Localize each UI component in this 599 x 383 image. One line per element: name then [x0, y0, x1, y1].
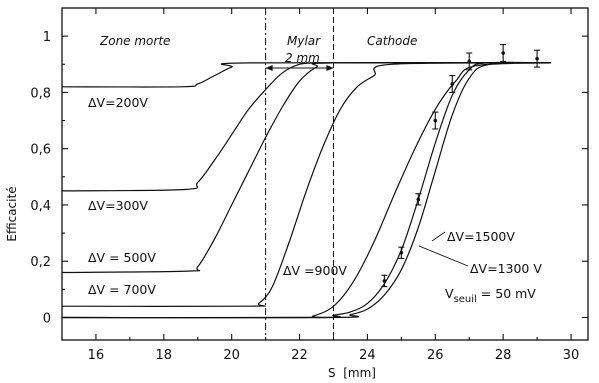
- series-label-4: ΔV =900V: [283, 263, 347, 278]
- data-point: [535, 56, 539, 61]
- y-axis-title: Efficacité: [5, 186, 19, 241]
- x-tick-label: 24: [359, 348, 376, 363]
- x-tick-label: 26: [427, 348, 444, 363]
- chart-labels: Zone morte Mylar 2 mm Cathode ΔV=200V ΔV=300V…: [88, 34, 542, 305]
- data-point: [450, 82, 455, 86]
- region-label-zone-morte: Zone morte: [99, 34, 170, 48]
- series-label-1: ΔV=300V: [88, 198, 148, 213]
- y-tick-label: 0: [43, 311, 51, 326]
- series-label-5: ΔV=1500V: [447, 229, 515, 244]
- x-tick-label: 20: [223, 348, 240, 363]
- region-label-width: 2 mm: [285, 51, 320, 65]
- measured-points: [381, 44, 541, 288]
- curve-series-2: [61, 61, 551, 274]
- series-label-0: ΔV=200V: [88, 95, 148, 110]
- x-tick-label: 30: [563, 348, 580, 363]
- x-tick-label: 18: [156, 348, 173, 363]
- data-point: [467, 59, 472, 64]
- leader-1500v: [431, 231, 446, 242]
- y-tick-label: 1: [43, 30, 51, 45]
- series-label-2: ΔV = 500V: [88, 250, 156, 265]
- series-label-6: ΔV=1300 V: [470, 261, 542, 276]
- region-label-cathode: Cathode: [367, 34, 417, 48]
- plot-frame: [61, 7, 589, 341]
- curve-series-6: [61, 62, 551, 319]
- curve-series-1: [61, 62, 551, 192]
- y-tick-label: 0,8: [30, 86, 51, 101]
- plot-border: [61, 7, 589, 341]
- arrowhead-left: [265, 65, 273, 71]
- region-label-mylar: Mylar: [287, 34, 321, 48]
- data-point: [433, 118, 438, 123]
- x-tick-label: 28: [495, 348, 512, 363]
- data-point: [382, 279, 387, 283]
- data-point: [416, 197, 421, 202]
- arrowhead-right: [326, 65, 334, 71]
- y-tick-label: 0,2: [30, 255, 51, 270]
- leader-1300v: [418, 245, 469, 267]
- y-tick-label: 0,6: [30, 143, 51, 158]
- data-point: [501, 51, 505, 55]
- series-label-3: ΔV = 700V: [88, 282, 156, 297]
- x-tick-label: 22: [291, 348, 308, 363]
- axis-ticks: 16 18 20 22 24 26 28 30 0 0,2 0,4 0,6 0,8 1: [30, 8, 588, 363]
- efficiency-curves: [61, 61, 551, 319]
- threshold-annotation: Vseuil = 50 mV: [445, 286, 536, 305]
- data-point: [399, 250, 404, 255]
- curve-series-3: [61, 62, 551, 308]
- y-tick-label: 0,4: [30, 199, 51, 214]
- x-axis-title: S [mm]: [328, 366, 376, 380]
- x-tick-label: 16: [88, 348, 105, 363]
